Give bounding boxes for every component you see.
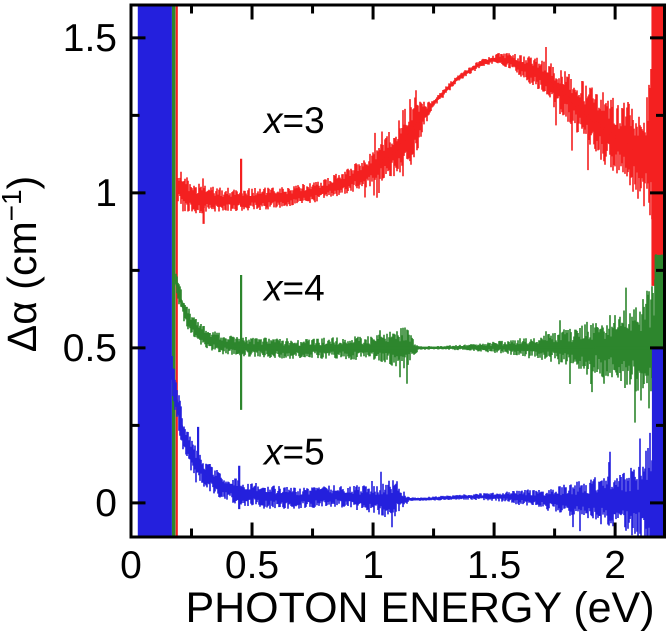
series-label-x4: x=4 (262, 267, 325, 308)
y-tick-label: 0 (95, 482, 117, 525)
trend-line (176, 56, 663, 202)
y-tick-label: 1 (95, 172, 117, 215)
y-tick-label: 1.5 (63, 17, 117, 60)
noise-trace (177, 47, 663, 308)
y-axis-title: Δα (cm−1) (0, 176, 45, 352)
tick-labels: 0 0.5 1 1.5 2 0 0.5 1 1.5 (63, 17, 626, 587)
trend-line (170, 373, 663, 502)
left-saturation-band (137, 6, 172, 536)
series-label-x5: x=5 (262, 432, 325, 473)
trend-line (174, 279, 662, 350)
left-saturation-band (175, 6, 178, 536)
frame-rect (129, 3, 666, 539)
x-tick-label: 0.5 (225, 544, 279, 587)
curve-x3 (175, 6, 663, 536)
left-saturation-band (171, 6, 176, 536)
series-labels: x=3 x=4 x=5 (262, 100, 325, 473)
series-label-x3: x=3 (262, 100, 325, 141)
curves-layer (137, 6, 663, 536)
noise-trace (175, 254, 663, 430)
curve-x5 (137, 6, 663, 536)
x-tick-label: 2 (604, 544, 626, 587)
x-axis-title: PHOTON ENERGY (eV) (185, 584, 654, 632)
plot-frame (129, 3, 666, 539)
x-tick-label: 0 (120, 544, 142, 587)
x-tick-label: 1.5 (467, 544, 521, 587)
x-tick-label: 1 (362, 544, 384, 587)
axis-ticks (129, 6, 663, 536)
y-tick-label: 0.5 (63, 327, 117, 370)
curve-x4 (171, 6, 663, 536)
